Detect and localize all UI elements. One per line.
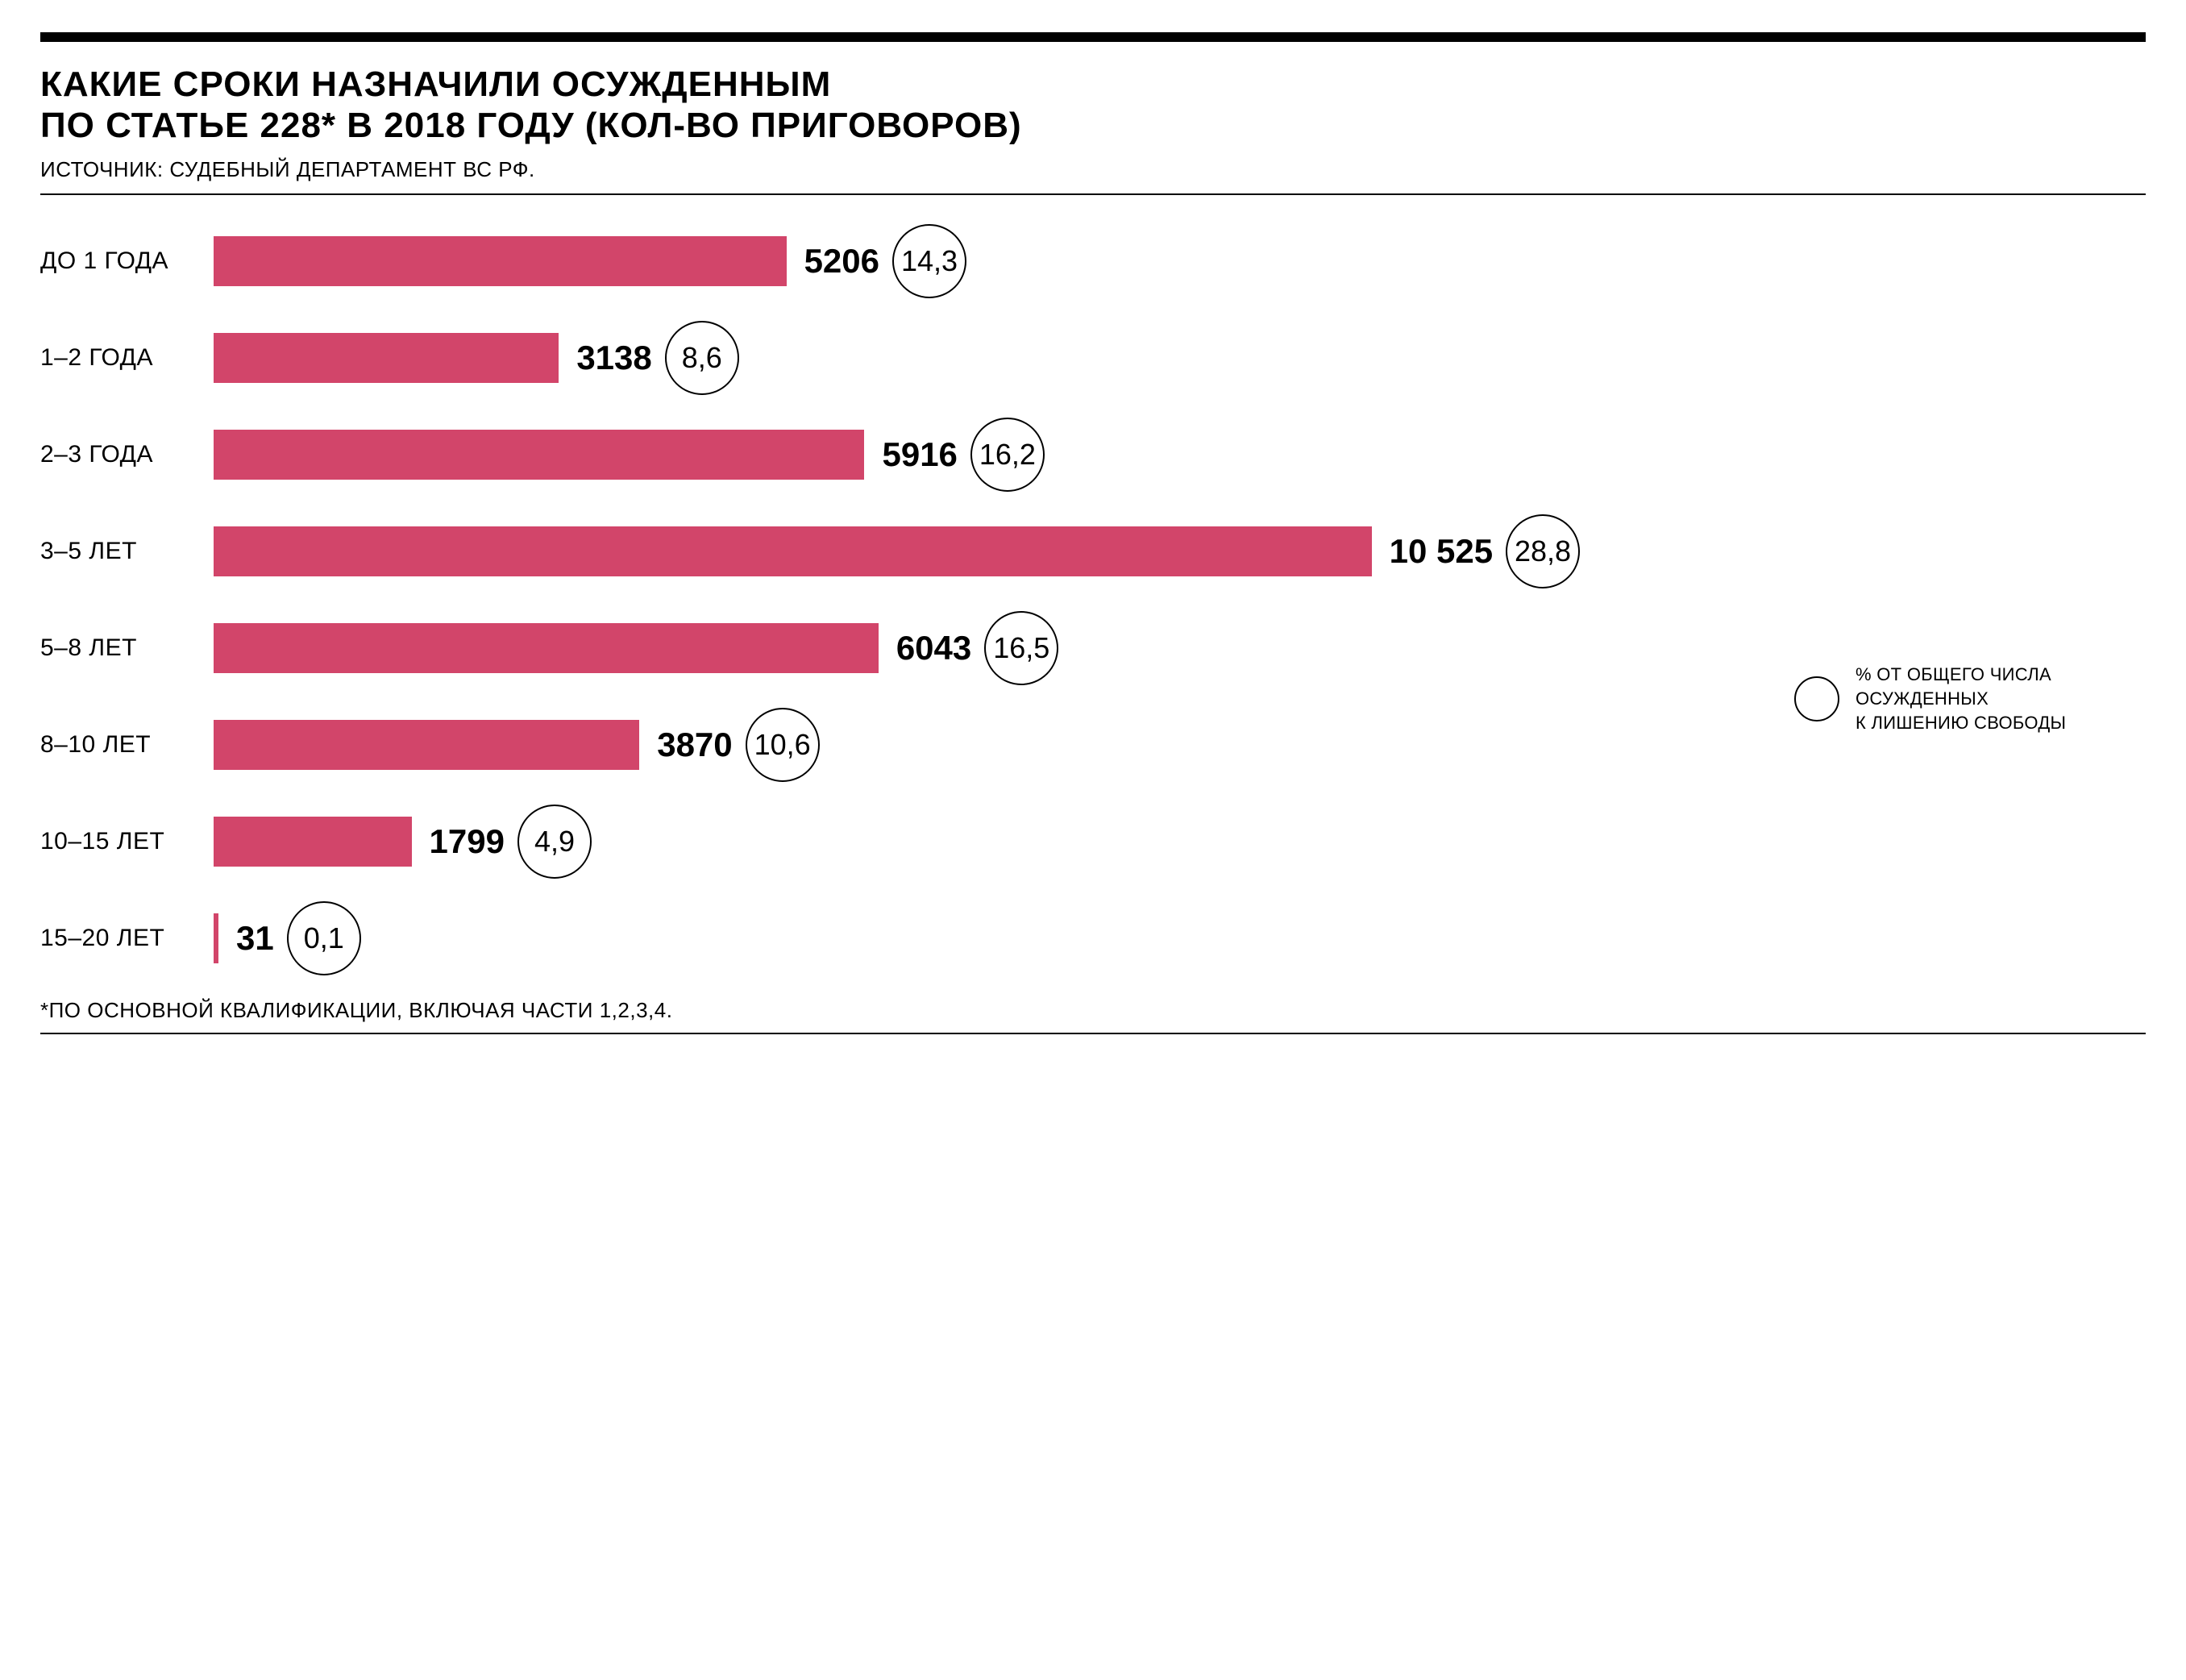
row-label: 15–20 ЛЕТ [40, 925, 214, 952]
divider-top [40, 193, 2146, 195]
chart-area: ДО 1 ГОДА 5206 14,3 1–2 ГОДА 3138 8,6 2–3 ГОДА… [40, 224, 2146, 975]
pct-circle: 14,3 [892, 224, 966, 298]
bar-value: 5206 [804, 242, 879, 281]
legend-circle-icon [1794, 676, 1839, 721]
pct-circle: 28,8 [1506, 514, 1580, 588]
bar [214, 236, 787, 286]
pct-circle: 16,2 [970, 418, 1045, 492]
divider-bottom [40, 1033, 2146, 1034]
pct-circle: 4,9 [517, 805, 592, 879]
pct-value: 14,3 [901, 244, 958, 278]
bar-row: 2–3 ГОДА 5916 16,2 [40, 418, 2146, 492]
bar-row: 10–15 ЛЕТ 1799 4,9 [40, 805, 2146, 879]
bar [214, 430, 864, 480]
row-label: ДО 1 ГОДА [40, 247, 214, 275]
bar-value: 10 525 [1390, 532, 1493, 571]
bar-row: 15–20 ЛЕТ 31 0,1 [40, 901, 2146, 975]
pct-value: 16,5 [993, 631, 1049, 665]
chart-title: КАКИЕ СРОКИ НАЗНАЧИЛИ ОСУЖДЕННЫМ ПО СТАТ… [40, 64, 2146, 146]
pct-circle: 16,5 [984, 611, 1058, 685]
bar-row: ДО 1 ГОДА 5206 14,3 [40, 224, 2146, 298]
pct-value: 8,6 [682, 341, 722, 375]
bar [214, 623, 879, 673]
pct-circle: 0,1 [287, 901, 361, 975]
row-label: 2–3 ГОДА [40, 441, 214, 468]
pct-value: 16,2 [979, 438, 1036, 472]
title-line-2: ПО СТАТЬЕ 228* В 2018 ГОДУ (КОЛ-ВО ПРИГО… [40, 106, 1022, 145]
bar [214, 913, 218, 963]
bar-value: 1799 [430, 822, 505, 861]
bar-row: 3–5 ЛЕТ 10 525 28,8 [40, 514, 2146, 588]
row-label: 10–15 ЛЕТ [40, 828, 214, 855]
pct-value: 4,9 [534, 825, 575, 859]
pct-value: 10,6 [754, 728, 811, 762]
pct-value: 0,1 [304, 921, 344, 955]
top-rule [40, 32, 2146, 42]
source-line: ИСТОЧНИК: СУДЕБНЫЙ ДЕПАРТАМЕНТ ВС РФ. [40, 157, 2146, 182]
bar-value: 3870 [657, 726, 732, 764]
row-label: 3–5 ЛЕТ [40, 538, 214, 565]
title-line-1: КАКИЕ СРОКИ НАЗНАЧИЛИ ОСУЖДЕННЫМ [40, 64, 831, 104]
pct-value: 28,8 [1515, 534, 1571, 568]
bar-value: 31 [236, 919, 274, 958]
bar-value: 3138 [576, 339, 651, 377]
pct-circle: 8,6 [665, 321, 739, 395]
row-label: 1–2 ГОДА [40, 344, 214, 372]
bar-value: 6043 [896, 629, 971, 667]
legend-text: % ОТ ОБЩЕГО ЧИСЛА ОСУЖДЕННЫХ К ЛИШЕНИЮ С… [1856, 663, 2097, 734]
bar [214, 720, 639, 770]
bar-chart: ДО 1 ГОДА 5206 14,3 1–2 ГОДА 3138 8,6 2–3 ГОДА… [40, 224, 2146, 975]
pct-circle: 10,6 [746, 708, 820, 782]
bar [214, 526, 1372, 576]
legend: % ОТ ОБЩЕГО ЧИСЛА ОСУЖДЕННЫХ К ЛИШЕНИЮ С… [1794, 663, 2097, 734]
row-label: 8–10 ЛЕТ [40, 731, 214, 759]
bar-row: 1–2 ГОДА 3138 8,6 [40, 321, 2146, 395]
bar [214, 817, 412, 867]
bar-value: 5916 [882, 435, 957, 474]
bar [214, 333, 559, 383]
footnote: *ПО ОСНОВНОЙ КВАЛИФИКАЦИИ, ВКЛЮЧАЯ ЧАСТИ… [40, 998, 2146, 1023]
row-label: 5–8 ЛЕТ [40, 634, 214, 662]
